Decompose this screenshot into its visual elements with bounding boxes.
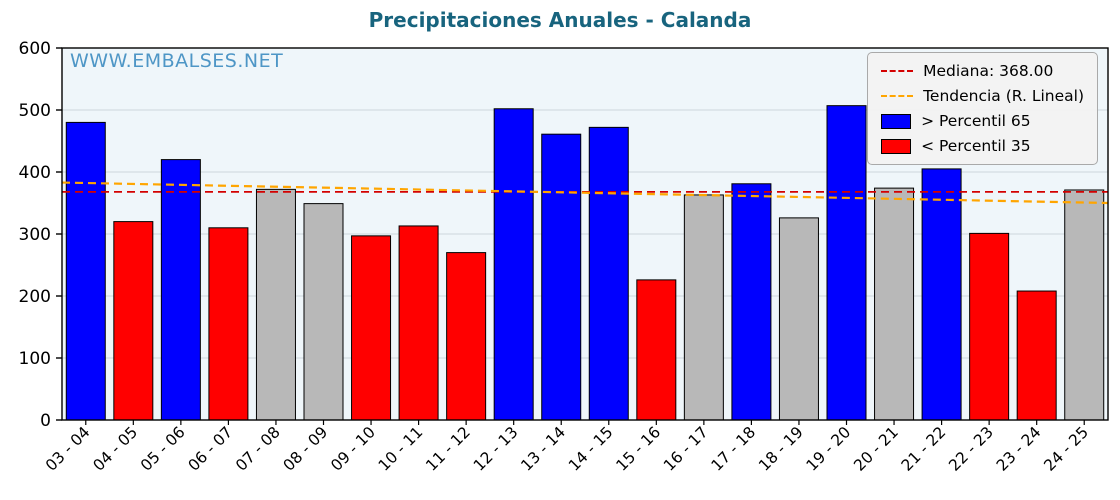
x-tick-label: 24 - 25 <box>1041 423 1093 475</box>
x-tick-label: 04 - 05 <box>90 423 142 475</box>
bar-18-19 <box>778 217 819 421</box>
x-tick-label: 22 - 23 <box>945 423 997 475</box>
bar-08-09 <box>303 203 344 421</box>
bar-11-12 <box>446 252 487 421</box>
x-tick-label: 13 - 14 <box>518 423 570 475</box>
x-tick-label: 17 - 18 <box>708 423 760 475</box>
x-tick-label: 21 - 22 <box>898 423 950 475</box>
y-tick-label: 500 <box>19 101 51 121</box>
legend-label-2: > Percentil 65 <box>921 112 1031 130</box>
legend-item-1: Tendencia (R. Lineal) <box>881 87 1084 105</box>
bar-20-21 <box>874 187 915 421</box>
x-tick-label: 09 - 10 <box>327 423 379 475</box>
legend-label-3: < Percentil 35 <box>921 137 1031 155</box>
bar-06-07 <box>208 227 249 421</box>
bar-03-04 <box>65 121 106 421</box>
legend-label-0: Mediana: 368.00 <box>923 62 1054 80</box>
x-tick-label: 11 - 12 <box>422 423 474 475</box>
x-tick-label: 05 - 06 <box>137 423 189 475</box>
y-tick-label: 400 <box>19 163 51 183</box>
legend-line-swatch-0 <box>881 70 914 72</box>
bar-19-20 <box>826 105 867 421</box>
x-tick-label: 08 - 09 <box>280 423 332 475</box>
bar-07-08 <box>255 188 296 421</box>
bar-23-24 <box>1016 290 1057 421</box>
legend-patch-swatch-3 <box>881 138 912 154</box>
chart-title: Precipitaciones Anuales - Calanda <box>368 8 752 32</box>
x-tick-label: 15 - 16 <box>613 423 665 475</box>
bar-05-06 <box>160 159 201 421</box>
bar-14-15 <box>588 126 629 421</box>
x-tick-label: 18 - 19 <box>755 423 807 475</box>
y-tick-label: 300 <box>19 225 51 245</box>
legend-label-1: Tendencia (R. Lineal) <box>923 87 1084 105</box>
bar-16-17 <box>683 194 724 421</box>
x-tick-label: 16 - 17 <box>660 423 712 475</box>
x-tick-label: 14 - 15 <box>565 423 617 475</box>
legend-item-0: Mediana: 368.00 <box>881 62 1084 80</box>
watermark: WWW.EMBALSES.NET <box>70 50 284 72</box>
legend-item-2: > Percentil 65 <box>881 112 1084 130</box>
bar-21-22 <box>921 168 962 421</box>
y-tick-label: 0 <box>40 411 51 431</box>
y-tick-label: 200 <box>19 287 51 307</box>
bar-15-16 <box>636 279 677 421</box>
bar-12-13 <box>493 108 534 421</box>
bar-10-11 <box>398 225 439 421</box>
y-tick-label: 600 <box>19 39 51 59</box>
legend-item-3: < Percentil 35 <box>881 137 1084 155</box>
bar-04-05 <box>113 221 154 421</box>
legend-line-swatch-1 <box>881 95 914 97</box>
x-tick-label: 23 - 24 <box>993 423 1045 475</box>
legend: Mediana: 368.00 Tendencia (R. Lineal) > Pe… <box>867 52 1098 165</box>
trend-line <box>61 181 1109 205</box>
x-tick-label: 06 - 07 <box>185 423 237 475</box>
legend-patch-swatch-2 <box>881 113 912 129</box>
x-tick-label: 10 - 11 <box>375 423 427 475</box>
bar-13-14 <box>541 133 582 421</box>
y-tick-label: 100 <box>19 349 51 369</box>
bar-24-25 <box>1064 189 1105 421</box>
bar-22-23 <box>969 232 1010 421</box>
x-tick-label: 07 - 08 <box>232 423 284 475</box>
bar-17-18 <box>731 183 772 421</box>
x-tick-label: 19 - 20 <box>803 423 855 475</box>
x-tick-label: 12 - 13 <box>470 423 522 475</box>
x-tick-label: 20 - 21 <box>850 423 902 475</box>
bar-09-10 <box>351 235 392 421</box>
